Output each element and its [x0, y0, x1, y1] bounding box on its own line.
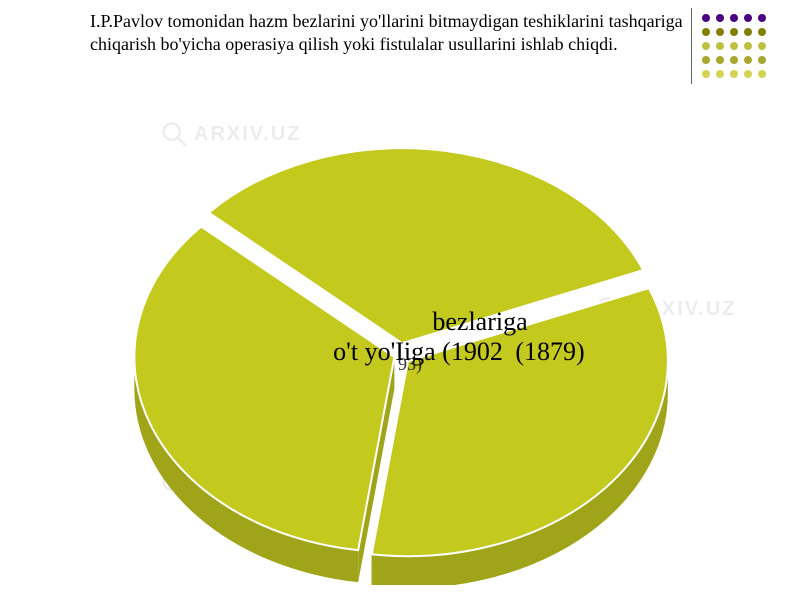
slice-label-bezlariga: bezlariga: [380, 308, 580, 337]
header-divider: [691, 8, 692, 84]
dot-grid-decoration: [700, 12, 770, 82]
slice-label-oshqozon: 93): [325, 355, 495, 375]
header-paragraph: I.P.Pavlov tomonidan hazm bezlarini yo'l…: [90, 10, 685, 57]
